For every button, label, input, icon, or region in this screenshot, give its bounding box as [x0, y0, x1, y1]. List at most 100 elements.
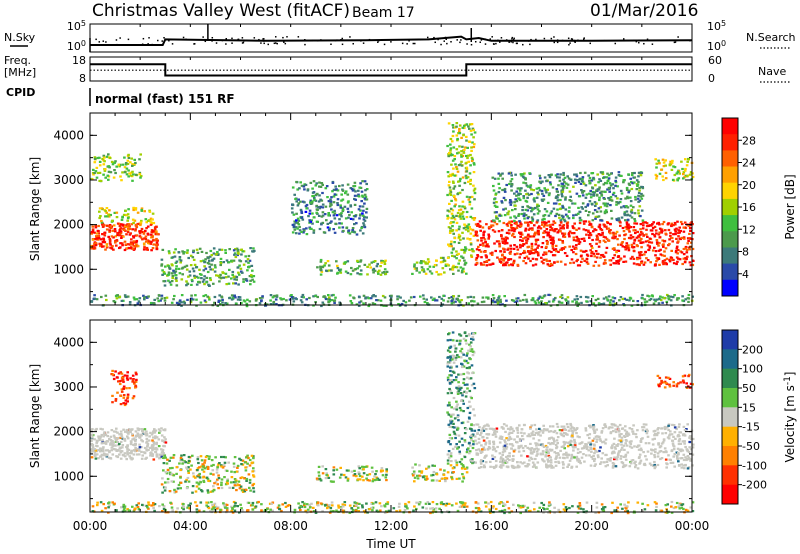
- power-pixel: [451, 266, 455, 269]
- power-pixel: [447, 226, 451, 229]
- power-pixel: [523, 251, 527, 254]
- power-pixel: [629, 196, 632, 199]
- power-pixel: [606, 221, 610, 225]
- power-pixel: [552, 202, 556, 205]
- power-pixel: [640, 192, 643, 196]
- power-pixel: [674, 230, 677, 233]
- power-pixel: [614, 181, 618, 184]
- power-pixel: [212, 257, 216, 260]
- power-pixel: [237, 271, 240, 274]
- velocity-pixel: [157, 438, 161, 441]
- velocity-pixel: [142, 451, 146, 454]
- velocity-pixel: [456, 447, 459, 450]
- power-pixel: [603, 210, 607, 213]
- power-pixel: [225, 302, 229, 305]
- power-pixel: [585, 261, 589, 264]
- power-pixel: [676, 252, 679, 255]
- velocity-pixel: [463, 455, 467, 459]
- power-pixel: [325, 269, 328, 272]
- nsky-noise-dot: [352, 42, 354, 45]
- power-pixel: [311, 222, 314, 225]
- power-pixel: [189, 301, 193, 304]
- velocity-pixel: [420, 471, 423, 474]
- power-pixel: [131, 218, 135, 221]
- velocity-pixel: [129, 443, 133, 446]
- power-pixel: [501, 253, 504, 256]
- power-pixel: [654, 300, 657, 303]
- power-pixel: [330, 208, 333, 211]
- power-pixel: [350, 266, 353, 270]
- power-pixel: [134, 208, 138, 211]
- power-pixel: [356, 259, 359, 262]
- power-pixel: [510, 227, 514, 230]
- nsky-noise-dot: [221, 39, 224, 42]
- power-pixel: [275, 294, 279, 297]
- power-pixel: [452, 301, 455, 304]
- power-pixel: [623, 297, 626, 300]
- power-pixel: [293, 228, 297, 231]
- power-pixel: [303, 229, 306, 232]
- power-pixel: [534, 206, 537, 210]
- power-pixel: [520, 187, 523, 190]
- power-pixel: [127, 153, 130, 156]
- power-pixel: [448, 202, 451, 205]
- power-pixel: [452, 126, 455, 129]
- velocity-pixel: [468, 366, 471, 369]
- velocity-pixel: [153, 431, 157, 434]
- power-pixel: [641, 232, 644, 235]
- power-pixel: [110, 235, 114, 238]
- power-pixel: [575, 247, 578, 250]
- velocity-pixel: [461, 473, 464, 476]
- velocity-pixel: [420, 475, 424, 478]
- power-pixel: [488, 263, 491, 266]
- power-pixel: [509, 216, 512, 219]
- power-pixel: [530, 252, 534, 255]
- power-pixel: [180, 294, 184, 297]
- power-pixel: [458, 215, 462, 218]
- power-pixel: [580, 301, 583, 304]
- power-pixel: [353, 181, 357, 184]
- power-pixel: [684, 247, 687, 250]
- power-pixel: [526, 237, 530, 240]
- power-pixel: [143, 210, 146, 213]
- power-pixel: [139, 176, 142, 179]
- power-pixel: [144, 218, 148, 221]
- power-pixel: [408, 299, 411, 302]
- power-pixel: [127, 228, 130, 231]
- velocity-pixel: [442, 473, 446, 476]
- velocity-pixel: [459, 334, 463, 337]
- velocity-pixel: [125, 377, 129, 380]
- power-pixel: [505, 242, 509, 245]
- power-pixel: [531, 218, 535, 221]
- power-pixel: [150, 221, 153, 224]
- power-pixel: [155, 246, 159, 249]
- power-pixel: [233, 294, 236, 297]
- velocity-pixel: [468, 343, 471, 346]
- power-pixel: [213, 295, 217, 299]
- power-pixel: [132, 208, 135, 212]
- power-pixel: [336, 203, 340, 207]
- velocity-pixel: [132, 395, 136, 398]
- power-ytick-label: 2000: [53, 218, 84, 232]
- power-pixel: [163, 299, 167, 302]
- nsky-noise-dot: [568, 43, 570, 46]
- power-pixel: [465, 123, 469, 126]
- power-pixel: [542, 258, 546, 261]
- velocity-pixel: [424, 478, 427, 481]
- power-pixel: [147, 219, 150, 222]
- power-pixel: [623, 234, 626, 237]
- power-pixel: [371, 269, 375, 272]
- cpid-strip: [90, 88, 692, 106]
- power-pixel: [110, 226, 113, 230]
- velocity-pixel: [172, 454, 176, 457]
- velocity-pixel: [451, 467, 455, 470]
- velocity-pixel: [163, 445, 166, 448]
- power-pixel: [175, 301, 179, 304]
- nsky-noise-dot: [274, 42, 277, 44]
- power-pixel: [203, 299, 207, 302]
- power-pixel: [363, 226, 367, 229]
- velocity-pixel: [165, 462, 169, 465]
- power-pixel: [139, 174, 143, 178]
- power-pixel: [638, 263, 641, 267]
- power-pixel: [572, 214, 575, 217]
